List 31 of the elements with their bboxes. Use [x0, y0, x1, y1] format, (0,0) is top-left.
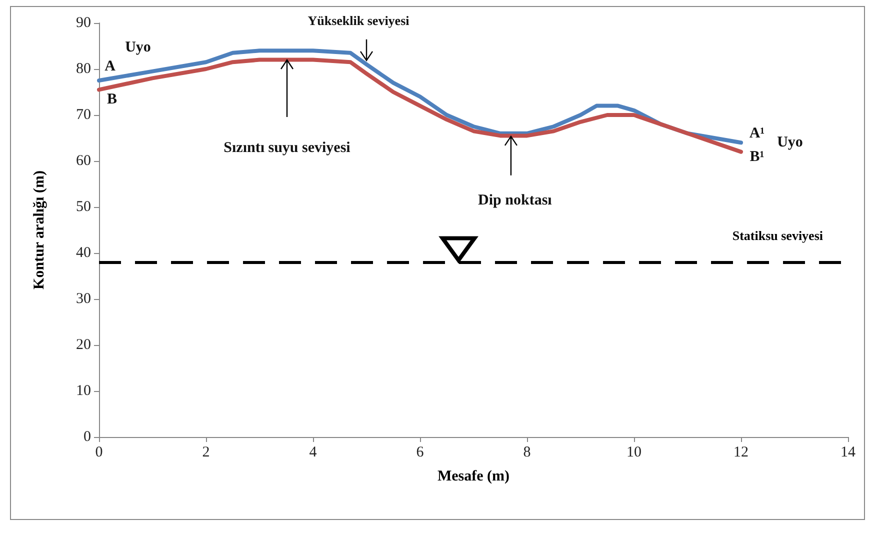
y-tick-label: 50 — [76, 199, 91, 215]
annotation: Sızıntı suyu seviyesi — [224, 140, 350, 156]
x-axis-title: Mesafe (m) — [437, 468, 510, 484]
y-tick-label: 80 — [76, 61, 91, 77]
line-series — [97, 58, 743, 154]
annotation: B¹ — [750, 148, 764, 165]
annotation: Dip noktası — [478, 192, 552, 208]
x-tick-label: 2 — [202, 444, 210, 460]
x-tick-label: 8 — [523, 444, 531, 460]
x-tick-label: 14 — [840, 444, 856, 460]
y-axis-title: Kontur aralığı (m) — [32, 170, 48, 290]
annotation: A — [104, 58, 116, 74]
x-tick-label: 4 — [309, 444, 318, 460]
x-tick-label: 10 — [626, 444, 642, 460]
y-tick-label: 60 — [76, 153, 91, 169]
ref-line-label: Statiksu seviyesi — [732, 228, 824, 244]
x-tick-label: 12 — [734, 444, 748, 460]
annotation: B — [106, 92, 118, 108]
y-tick-label: 40 — [76, 245, 91, 261]
y-tick-label: 30 — [76, 291, 91, 307]
x-tick-label: 6 — [416, 444, 424, 460]
annotation: Uyo — [777, 134, 803, 151]
annotation: A¹ — [749, 126, 765, 142]
y-tick-label: 0 — [84, 429, 91, 445]
y-tick-label: 90 — [76, 15, 91, 31]
annotation: Uyo — [125, 40, 151, 56]
y-tick-label: 20 — [76, 337, 91, 353]
y-tick-label: 70 — [76, 107, 91, 123]
y-tick-label: 10 — [76, 383, 91, 399]
annotation: Yükseklik seviyesi — [308, 12, 410, 28]
x-tick-label: 0 — [95, 444, 103, 460]
